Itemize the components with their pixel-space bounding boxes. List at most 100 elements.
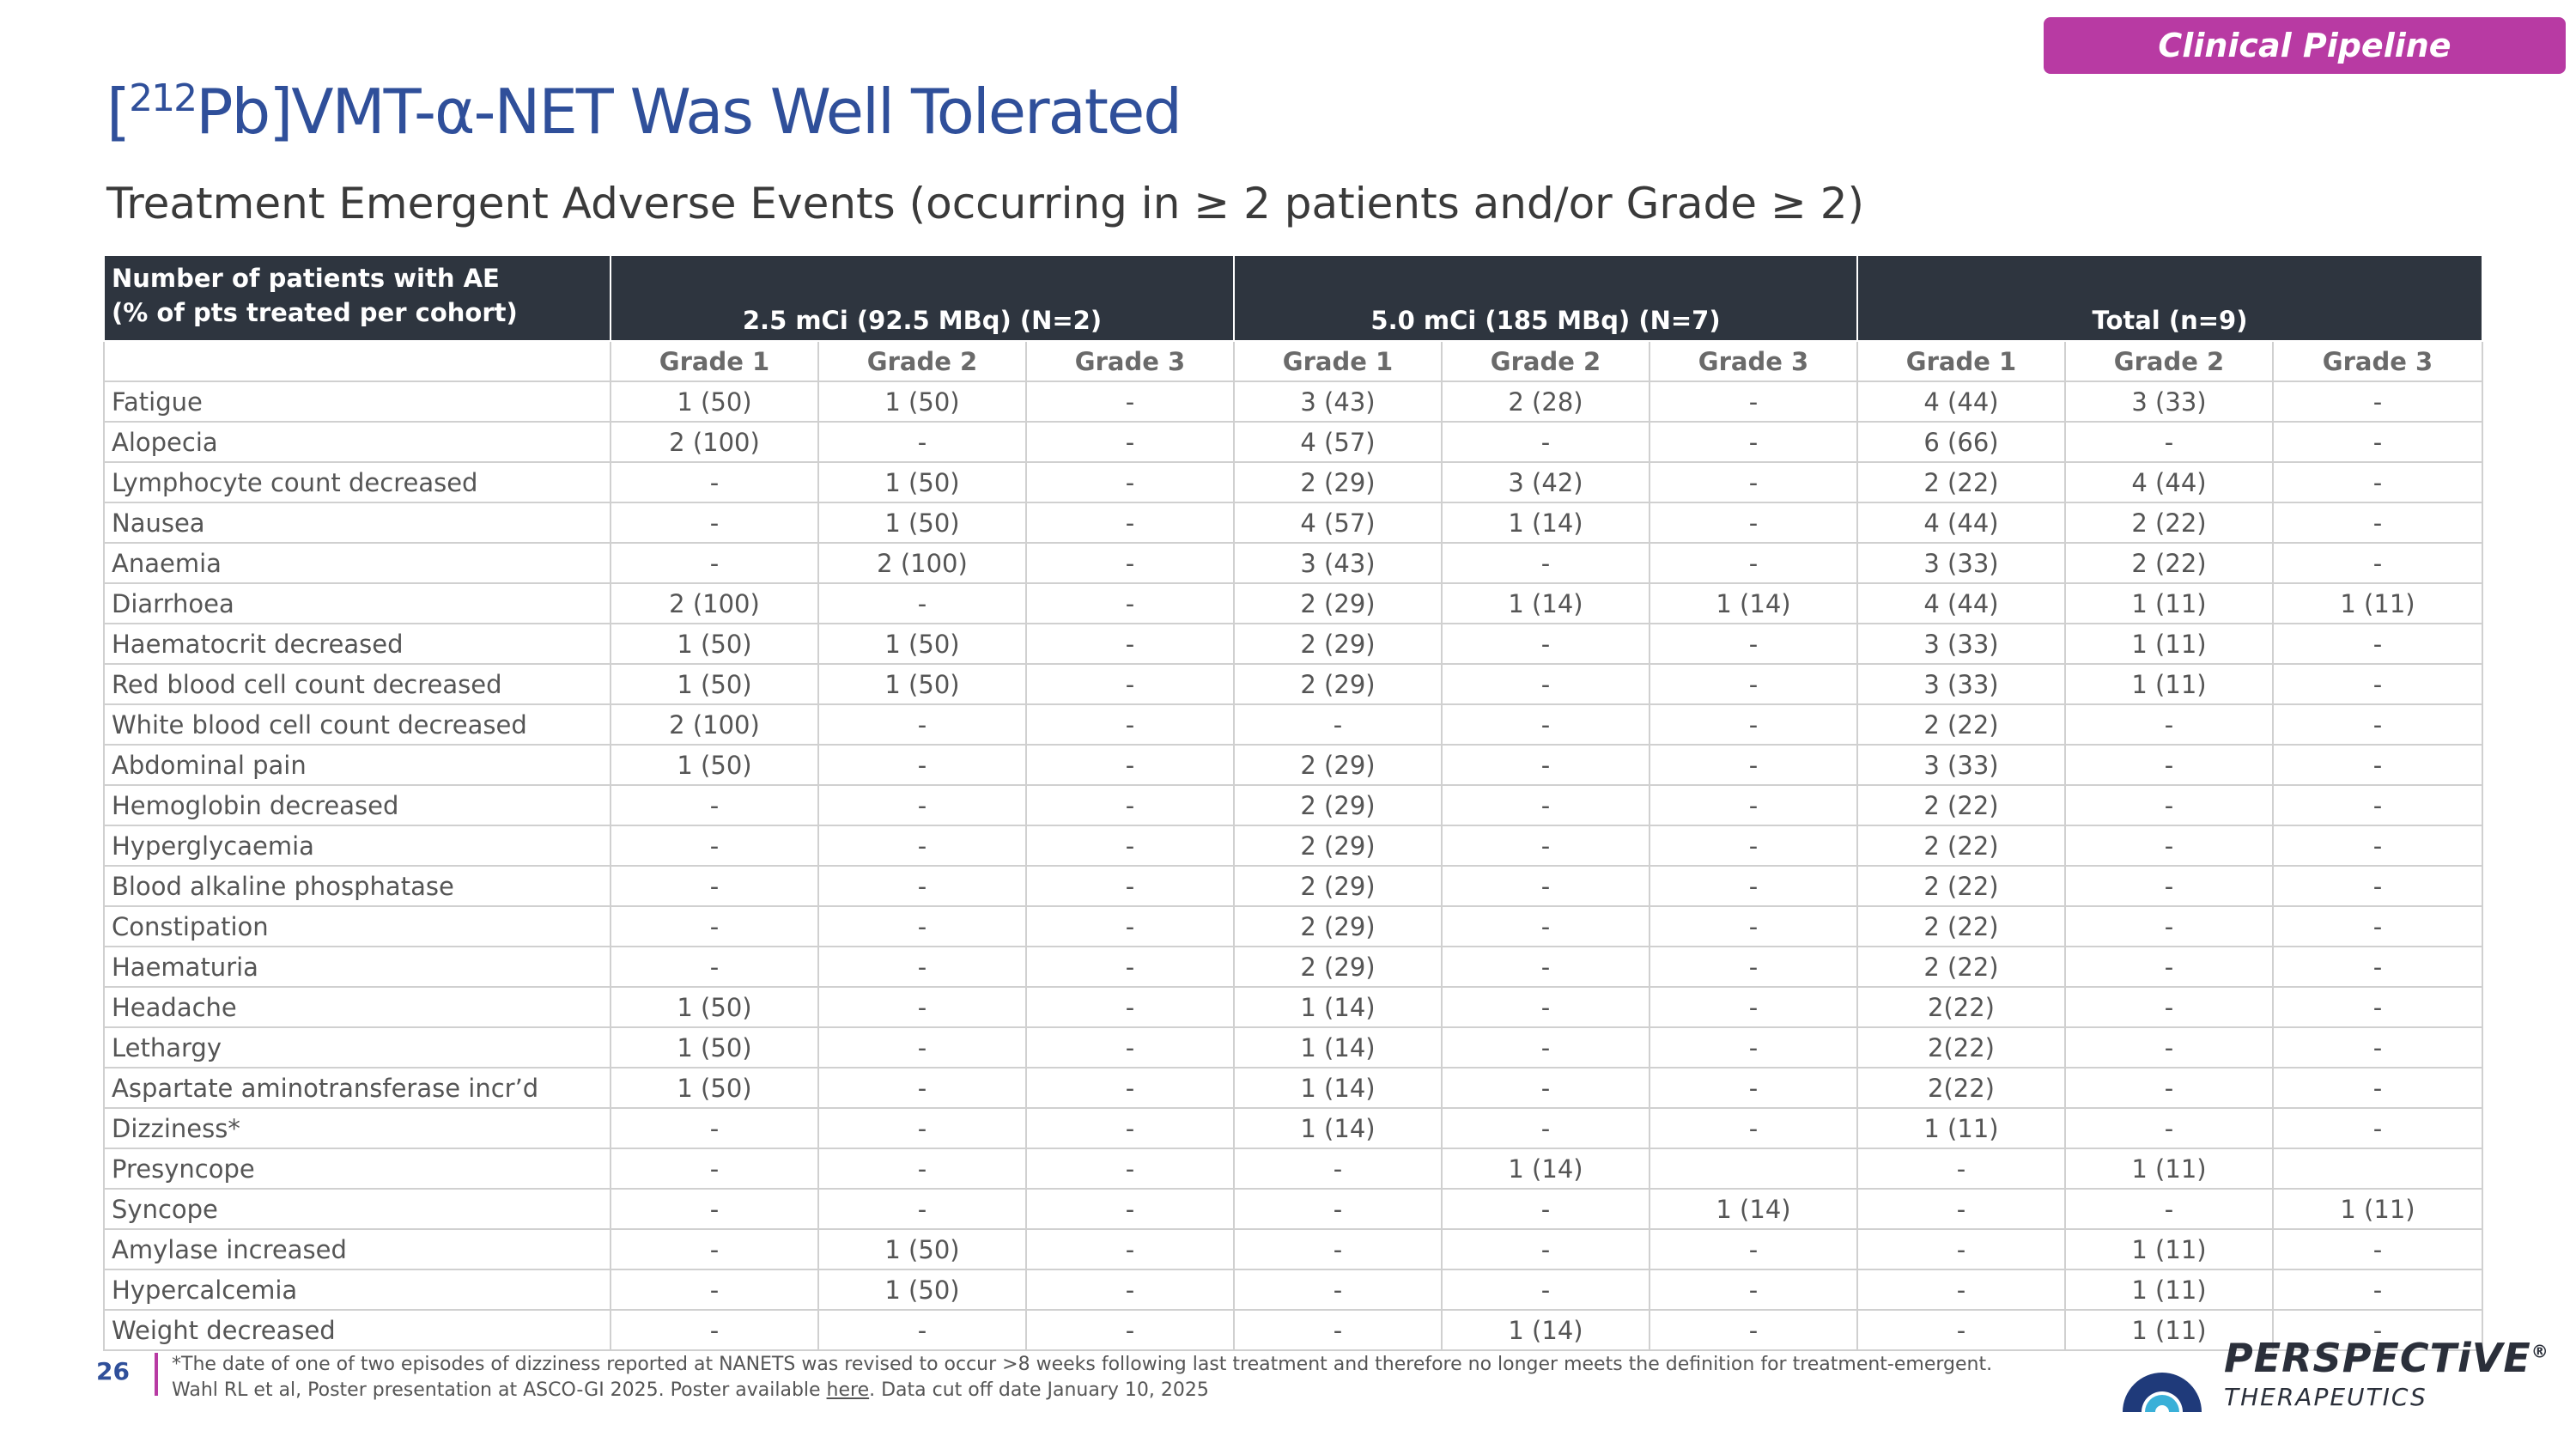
ae-name-cell: Blood alkaline phosphatase [103, 865, 611, 907]
ae-name-cell: Hypercalcemia [103, 1269, 611, 1311]
ae-value-cell: - [1025, 1107, 1235, 1149]
footnote-line-2: Wahl RL et al, Poster presentation at AS… [172, 1378, 1992, 1403]
ae-name-cell: Dizziness* [103, 1107, 611, 1149]
ae-value-cell: - [1649, 1067, 1858, 1109]
ae-value-cell: 3 (43) [1233, 542, 1443, 584]
ae-value-cell: - [2064, 1107, 2274, 1149]
corner-line-2: (% of pts treated per cohort) [112, 298, 518, 327]
page-subtitle: Treatment Emergent Adverse Events (occur… [106, 179, 1865, 228]
ae-value-cell: - [2272, 986, 2483, 1028]
grade-header: Grade 1 [610, 340, 819, 382]
table-row: Aspartate aminotransferase incr’d 1 (50) -… [103, 1067, 2483, 1109]
cohort-header-total: Total (n=9) [1856, 254, 2483, 342]
ae-value-cell: - [1025, 865, 1235, 907]
ae-value-cell: 4 (57) [1233, 421, 1443, 463]
ae-name-cell: Alopecia [103, 421, 611, 463]
ae-value-cell: 1 (50) [817, 623, 1027, 665]
ae-value-cell: 2 (100) [610, 421, 819, 463]
ae-value-cell: 2 (22) [1856, 461, 2066, 503]
ae-value-cell: - [1856, 1188, 2066, 1230]
ae-value-cell: - [817, 744, 1027, 786]
ae-value-cell: - [1233, 1228, 1443, 1270]
ae-value-cell: 1 (50) [817, 461, 1027, 503]
ae-value-cell: 2 (29) [1233, 825, 1443, 867]
ae-value-cell [1649, 1148, 1858, 1190]
ae-value-cell: 3 (33) [1856, 744, 2066, 786]
ae-value-cell: 1 (11) [2272, 1188, 2483, 1230]
table-row: White blood cell count decreased 2 (100) -… [103, 703, 2483, 746]
ae-value-cell: 1 (11) [2064, 1269, 2274, 1311]
ae-value-cell: - [1233, 1309, 1443, 1351]
poster-link[interactable]: here [826, 1379, 870, 1401]
ae-value-cell: 2 (22) [1856, 825, 2066, 867]
ae-name-cell: Headache [103, 986, 611, 1028]
ae-value-cell: - [817, 784, 1027, 826]
title-isotope-mass: 212 [129, 76, 197, 120]
ae-value-cell: - [1441, 784, 1650, 826]
ae-value-cell: - [1025, 582, 1235, 624]
ae-value-cell: 1 (14) [1441, 582, 1650, 624]
ae-value-cell: 1 (50) [817, 1228, 1027, 1270]
ae-value-cell: 2 (22) [1856, 865, 2066, 907]
ae-value-cell: 1 (50) [817, 663, 1027, 705]
ae-value-cell: - [2064, 1188, 2274, 1230]
table-row: Dizziness* - - -1 (14) - -1 (11) - - [103, 1107, 2483, 1149]
table-row: Headache 1 (50) - -1 (14) - -2(22) - - [103, 986, 2483, 1028]
grade-header: Grade 1 [1233, 340, 1443, 382]
ae-value-cell: - [2064, 905, 2274, 947]
ae-value-cell: - [1441, 421, 1650, 463]
logo-subtitle: THERAPEUTICS [2224, 1383, 2427, 1411]
ae-value-cell: - [2272, 502, 2483, 544]
ae-value-cell: - [2272, 825, 2483, 867]
ae-value-cell: - [1025, 1228, 1235, 1270]
table-row: Presyncope - - - -1 (14) -1 (11) [103, 1148, 2483, 1190]
ae-value-cell: - [2064, 825, 2274, 867]
ae-value-cell: 2 (22) [1856, 784, 2066, 826]
ae-name-cell: Nausea [103, 502, 611, 544]
ae-value-cell: 2 (29) [1233, 905, 1443, 947]
ae-value-cell: - [2272, 865, 2483, 907]
ae-value-cell: - [2272, 946, 2483, 988]
adverse-events-body: Fatigue 1 (50) 1 (50) -3 (43) 2 (28) -4 (44) 3… [103, 381, 2483, 1351]
ae-value-cell: - [2272, 623, 2483, 665]
ae-value-cell: - [1649, 1026, 1858, 1068]
ae-value-cell: - [610, 1107, 819, 1149]
ae-value-cell: - [2064, 421, 2274, 463]
grade-header: Grade 2 [1441, 340, 1650, 382]
ae-value-cell: - [1025, 946, 1235, 988]
ae-value-cell: - [2064, 744, 2274, 786]
table-row: Haematuria - - -2 (29) - -2 (22) - - [103, 946, 2483, 988]
ae-value-cell: - [1025, 381, 1235, 423]
ae-value-cell: - [1441, 663, 1650, 705]
ae-value-cell: - [1441, 1188, 1650, 1230]
ae-value-cell: - [1649, 784, 1858, 826]
ae-value-cell: - [2064, 784, 2274, 826]
ae-value-cell: - [1025, 703, 1235, 746]
ae-value-cell: - [1025, 784, 1235, 826]
ae-value-cell: 1 (50) [610, 744, 819, 786]
ae-value-cell: - [1025, 1148, 1235, 1190]
table-row: Haematocrit decreased 1 (50) 1 (50) -2 (29)… [103, 623, 2483, 665]
ae-value-cell: 1 (11) [1856, 1107, 2066, 1149]
ae-name-cell: Amylase increased [103, 1228, 611, 1270]
ae-value-cell: - [1441, 1067, 1650, 1109]
ae-value-cell: 3 (33) [1856, 663, 2066, 705]
ae-value-cell: 1 (14) [1233, 1026, 1443, 1068]
ae-value-cell: 2 (22) [1856, 703, 2066, 746]
ae-value-cell: - [610, 1228, 819, 1270]
ae-name-cell: Constipation [103, 905, 611, 947]
ae-value-cell: 4 (44) [1856, 582, 2066, 624]
ae-value-cell: 1 (14) [1233, 1107, 1443, 1149]
logo-brand-text: PERSPECTiVE [2224, 1335, 2531, 1381]
ae-value-cell [2272, 1148, 2483, 1190]
ae-value-cell: - [610, 1309, 819, 1351]
ae-value-cell: - [1441, 986, 1650, 1028]
title-bracket: [ [106, 76, 131, 148]
ae-value-cell: 2(22) [1856, 1067, 2066, 1109]
ae-value-cell: - [817, 1026, 1027, 1068]
table-row: Fatigue 1 (50) 1 (50) -3 (43) 2 (28) -4 (44) 3… [103, 381, 2483, 423]
ae-value-cell: - [1649, 825, 1858, 867]
ae-name-cell: Red blood cell count decreased [103, 663, 611, 705]
table-row: Anaemia -2 (100) -3 (43) - -3 (33) 2 (22) - [103, 542, 2483, 584]
ae-value-cell: 3 (42) [1441, 461, 1650, 503]
